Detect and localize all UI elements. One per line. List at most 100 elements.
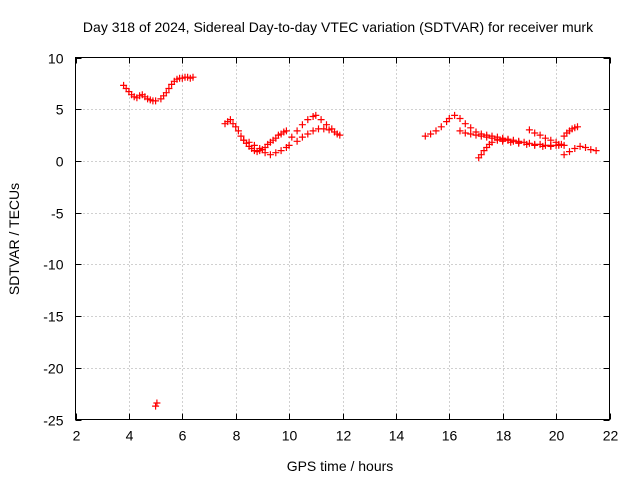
data-point xyxy=(421,132,429,140)
y-tick-label: 10 xyxy=(48,51,64,67)
data-point xyxy=(566,148,573,156)
data-point xyxy=(293,137,301,145)
data-point xyxy=(488,138,496,146)
data-point xyxy=(432,127,440,135)
data-point xyxy=(576,142,584,150)
data-point xyxy=(547,136,555,144)
x-axis-title: GPS time / hours xyxy=(287,458,394,474)
data-point xyxy=(232,123,240,131)
plot-frame xyxy=(75,57,610,420)
chart-title: Day 318 of 2024, Sidereal Day-to-day VTE… xyxy=(83,19,594,35)
x-tick-label: 22 xyxy=(603,428,619,444)
data-point xyxy=(277,147,285,155)
data-point xyxy=(427,130,435,138)
data-point xyxy=(240,136,248,144)
data-point xyxy=(226,116,234,124)
y-axis-title: SDTVAR / TECUs xyxy=(6,183,22,295)
y-tick-label: 5 xyxy=(56,102,64,118)
x-tick-label: 2 xyxy=(73,428,81,444)
data-point xyxy=(320,125,328,133)
data-point xyxy=(483,133,491,141)
data-point xyxy=(309,127,317,135)
y-tick-label: -20 xyxy=(43,361,63,377)
data-point xyxy=(574,123,581,131)
x-tick-label: 18 xyxy=(496,428,512,444)
grid-lines xyxy=(75,57,610,420)
data-point xyxy=(523,140,531,148)
data-points xyxy=(120,73,600,410)
data-point xyxy=(323,121,330,129)
data-point xyxy=(536,131,544,139)
data-point xyxy=(560,151,568,159)
data-point xyxy=(541,134,549,142)
data-point xyxy=(582,144,589,151)
x-tick-label: 14 xyxy=(389,428,405,444)
data-point xyxy=(165,85,173,92)
y-tick-label: -10 xyxy=(43,257,63,273)
data-point xyxy=(451,111,459,119)
x-tick-label: 12 xyxy=(336,428,352,444)
data-point xyxy=(525,126,533,134)
data-point xyxy=(304,130,312,138)
y-axis-tick-labels: 10 5 0 -5 -10 -15 -20 -25 xyxy=(43,51,63,429)
data-point xyxy=(304,116,312,124)
data-point xyxy=(445,115,453,122)
data-point xyxy=(472,131,480,139)
data-point xyxy=(237,132,245,140)
data-point xyxy=(515,139,523,147)
data-point xyxy=(461,120,469,128)
axis-ticks xyxy=(75,57,611,421)
data-point xyxy=(317,116,325,124)
data-point xyxy=(477,151,485,159)
x-tick-label: 10 xyxy=(282,428,298,444)
x-axis-tick-labels: 2 4 6 8 10 12 14 16 18 20 22 xyxy=(73,428,619,444)
data-point xyxy=(288,133,296,141)
data-point xyxy=(477,132,485,140)
data-point xyxy=(587,146,595,154)
data-point xyxy=(571,145,579,152)
data-point xyxy=(272,149,280,157)
data-point xyxy=(507,138,515,146)
data-point xyxy=(298,121,306,129)
data-point xyxy=(266,151,274,159)
data-point xyxy=(162,89,170,97)
data-point xyxy=(531,129,539,137)
data-point xyxy=(592,147,600,155)
data-point xyxy=(325,126,333,134)
data-point xyxy=(245,138,253,146)
data-point xyxy=(539,142,547,150)
data-point xyxy=(293,127,301,135)
data-point xyxy=(456,115,464,122)
data-point xyxy=(250,141,258,149)
data-point xyxy=(531,141,539,149)
data-point xyxy=(467,124,475,132)
x-tick-label: 20 xyxy=(549,428,565,444)
x-tick-label: 8 xyxy=(233,428,241,444)
y-tick-label: -5 xyxy=(51,206,64,222)
data-point xyxy=(555,140,563,148)
data-point xyxy=(437,123,445,131)
data-point xyxy=(152,402,160,410)
data-point xyxy=(282,127,290,135)
data-point xyxy=(189,73,197,81)
y-tick-label: -15 xyxy=(43,309,63,325)
data-point xyxy=(261,149,269,157)
data-point xyxy=(461,129,469,137)
x-tick-label: 6 xyxy=(179,428,187,444)
data-point xyxy=(256,145,264,152)
data-point xyxy=(493,136,501,144)
data-point xyxy=(298,133,306,141)
data-point xyxy=(152,97,160,105)
data-point xyxy=(456,127,464,135)
data-point xyxy=(153,399,161,407)
data-point xyxy=(285,141,293,149)
data-point xyxy=(547,142,555,150)
data-point xyxy=(560,141,568,149)
x-tick-label: 4 xyxy=(126,428,134,444)
data-point xyxy=(234,127,242,135)
data-point xyxy=(336,131,344,139)
data-point xyxy=(467,130,475,138)
y-tick-label: 0 xyxy=(56,154,64,170)
y-tick-label: -25 xyxy=(43,413,63,429)
